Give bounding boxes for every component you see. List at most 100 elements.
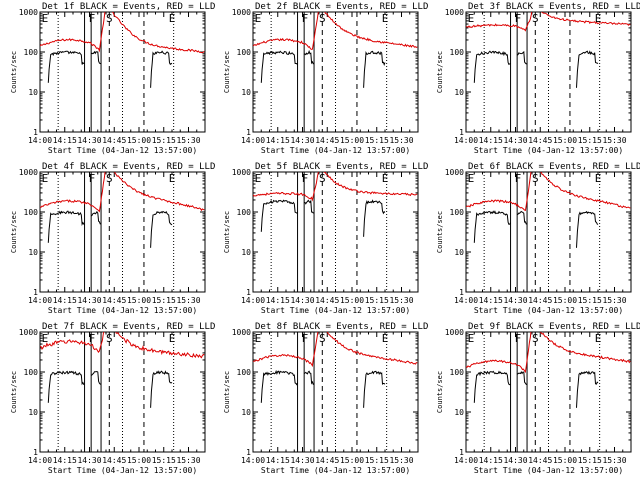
panel-title: Det 5f BLACK = Events, RED = LLD <box>255 162 428 172</box>
y-tick-label: 1000 <box>19 328 38 337</box>
segment-flag: E <box>255 332 262 345</box>
segment-flag: S <box>532 12 539 25</box>
panel-title: Det 8f BLACK = Events, RED = LLD <box>255 322 428 332</box>
segment-flag: E <box>42 332 49 345</box>
lld-series-line <box>253 172 418 202</box>
segment-flag: E <box>595 12 602 25</box>
y-tick-label: 10 <box>28 408 38 417</box>
x-axis-label: Start Time (04-Jan-12 13:57:00) <box>48 306 197 315</box>
y-axis-label: Counts/sec <box>223 211 231 253</box>
x-tick-label: 14:45 <box>102 296 126 305</box>
x-tick-label: 15:30 <box>389 456 413 465</box>
panel-title: Det 7f BLACK = Events, RED = LLD <box>42 322 215 332</box>
x-tick-label: 15:15 <box>365 136 389 145</box>
panel-title: Det 9f BLACK = Events, RED = LLD <box>468 322 640 332</box>
segment-flag: F <box>515 332 522 345</box>
y-tick-label: 10 <box>28 248 38 257</box>
y-tick-label: 10 <box>241 248 251 257</box>
chart-panel: Det 1f BLACK = Events, RED = LLD 1 10 100 10… <box>10 2 215 155</box>
x-axis-label: Start Time (04-Jan-12 13:57:00) <box>474 146 623 155</box>
lld-series-line <box>253 12 418 50</box>
y-tick-label: 1 <box>33 448 38 457</box>
x-tick-label: 14:00 <box>28 296 52 305</box>
events-series-line <box>150 50 173 88</box>
y-tick-label: 1 <box>246 128 251 137</box>
events-series-line <box>516 210 528 225</box>
segment-flag: E <box>169 12 176 25</box>
plot-area <box>40 172 205 292</box>
segment-flag: E <box>382 12 389 25</box>
y-tick-label: 1000 <box>19 168 38 177</box>
events-series-line <box>260 369 299 403</box>
y-tick-label: 1000 <box>445 8 464 17</box>
x-tick-label: 14:15 <box>479 296 503 305</box>
x-tick-label: 14:45 <box>528 296 552 305</box>
x-tick-label: 14:00 <box>454 136 478 145</box>
y-tick-label: 1 <box>246 448 251 457</box>
x-tick-label: 15:00 <box>127 136 151 145</box>
x-tick-label: 15:15 <box>578 296 602 305</box>
segment-flag: E <box>255 12 262 25</box>
x-tick-label: 15:00 <box>553 296 577 305</box>
x-tick-label: 15:30 <box>389 136 413 145</box>
segment-flag: E <box>595 332 602 345</box>
segment-flag: S <box>106 12 113 25</box>
segment-flag: F <box>89 172 96 185</box>
events-series-line <box>47 210 85 243</box>
segment-flag: E <box>255 172 262 185</box>
x-tick-label: 14:45 <box>528 456 552 465</box>
lld-series-line <box>40 172 205 213</box>
panel-title: Det 3f BLACK = Events, RED = LLD <box>468 2 640 12</box>
events-series-line <box>303 49 315 65</box>
x-tick-label: 14:45 <box>102 456 126 465</box>
x-tick-label: 14:30 <box>503 456 527 465</box>
x-tick-label: 14:00 <box>28 456 52 465</box>
x-tick-label: 15:15 <box>578 136 602 145</box>
segment-flag: E <box>468 12 475 25</box>
x-axis-label: Start Time (04-Jan-12 13:57:00) <box>474 306 623 315</box>
plot-area <box>253 172 418 292</box>
x-tick-label: 14:15 <box>266 136 290 145</box>
y-tick-label: 1 <box>33 288 38 297</box>
x-tick-label: 14:45 <box>102 136 126 145</box>
x-tick-label: 14:15 <box>53 456 77 465</box>
x-tick-label: 14:30 <box>77 136 101 145</box>
y-axis-label: Counts/sec <box>436 371 444 413</box>
segment-flag: E <box>42 12 49 25</box>
panel-title: Det 6f BLACK = Events, RED = LLD <box>468 162 640 172</box>
x-tick-label: 14:00 <box>454 296 478 305</box>
x-tick-label: 14:30 <box>503 136 527 145</box>
y-axis-label: Counts/sec <box>436 51 444 93</box>
x-tick-label: 15:15 <box>152 136 176 145</box>
x-axis-label: Start Time (04-Jan-12 13:57:00) <box>261 306 410 315</box>
segment-flag: E <box>382 332 389 345</box>
events-series-line <box>47 370 85 403</box>
lld-series-line <box>466 332 631 374</box>
segment-flag: E <box>595 172 602 185</box>
chart-panel: Det 5f BLACK = Events, RED = LLD 1 10 100 10… <box>223 162 428 315</box>
chart-panel: Det 6f BLACK = Events, RED = LLD 1 10 100 10… <box>436 162 640 315</box>
events-series-line <box>363 50 386 88</box>
chart-panel: Det 4f BLACK = Events, RED = LLD 1 10 100 10… <box>10 162 215 315</box>
segment-flag: S <box>319 12 326 25</box>
y-tick-label: 100 <box>24 368 39 377</box>
x-tick-label: 14:00 <box>241 136 265 145</box>
x-tick-label: 14:30 <box>77 456 101 465</box>
lld-series-line <box>466 172 631 212</box>
y-tick-label: 1 <box>459 128 464 137</box>
segment-flag: F <box>302 172 309 185</box>
x-tick-label: 15:15 <box>578 456 602 465</box>
events-series-line <box>516 370 528 386</box>
y-tick-label: 100 <box>24 208 39 217</box>
events-series-line <box>90 370 102 385</box>
segment-flag: S <box>532 332 539 345</box>
x-tick-label: 14:45 <box>315 456 339 465</box>
chart-panel: Det 8f BLACK = Events, RED = LLD 1 10 100 10… <box>223 322 428 475</box>
x-tick-label: 15:30 <box>602 456 626 465</box>
y-axis-label: Counts/sec <box>223 51 231 93</box>
segment-flag: F <box>89 332 96 345</box>
segment-flag: F <box>302 332 309 345</box>
x-tick-label: 15:15 <box>152 296 176 305</box>
events-series-line <box>150 370 173 408</box>
